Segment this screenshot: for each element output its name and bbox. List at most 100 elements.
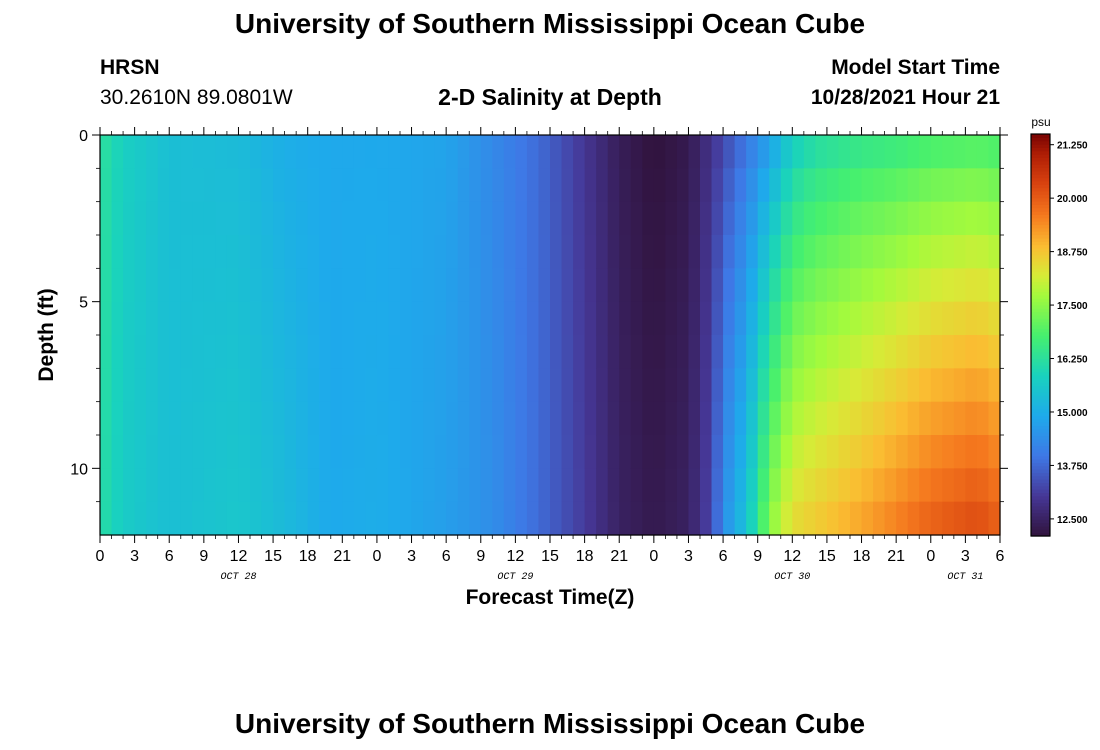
heatmap-cell bbox=[838, 168, 851, 203]
colorbar-segment bbox=[1031, 190, 1050, 195]
heatmap-cell bbox=[884, 368, 897, 403]
heatmap-cell bbox=[273, 435, 286, 469]
heatmap-cell bbox=[619, 268, 632, 303]
heatmap-cell bbox=[850, 301, 863, 336]
y-tick-label: 5 bbox=[79, 295, 88, 312]
heatmap-cell bbox=[480, 135, 493, 169]
colorbar-segment bbox=[1031, 435, 1050, 440]
heatmap-cell bbox=[792, 401, 805, 436]
heatmap-cell bbox=[873, 235, 886, 269]
heatmap-cell bbox=[561, 501, 574, 536]
heatmap-cell bbox=[423, 168, 436, 203]
heatmap-cell bbox=[469, 268, 482, 303]
heatmap-cell bbox=[988, 435, 1001, 469]
heatmap-cell bbox=[330, 335, 343, 369]
heatmap-cell bbox=[123, 501, 136, 536]
heatmap-cell bbox=[192, 401, 205, 436]
heatmap-cell bbox=[550, 268, 563, 303]
heatmap-cell bbox=[665, 501, 678, 536]
heatmap-cell bbox=[815, 135, 828, 169]
heatmap-cell bbox=[226, 201, 240, 236]
heatmap-cell bbox=[930, 268, 943, 303]
colorbar-segment bbox=[1031, 294, 1050, 299]
heatmap-cell bbox=[873, 368, 886, 403]
heatmap-cell bbox=[526, 335, 540, 369]
y-tick-label: 10 bbox=[70, 461, 88, 478]
heatmap-cell bbox=[319, 401, 332, 436]
colorbar-segment bbox=[1031, 160, 1050, 165]
heatmap-cell bbox=[261, 168, 274, 203]
heatmap-cell bbox=[688, 335, 701, 369]
heatmap-cell bbox=[861, 235, 874, 269]
heatmap-cell bbox=[561, 468, 574, 503]
heatmap-cell bbox=[723, 301, 736, 336]
colorbar-segment bbox=[1031, 445, 1050, 450]
colorbar-segment bbox=[1031, 321, 1050, 326]
heatmap-cell bbox=[538, 368, 551, 403]
heatmap-cell bbox=[261, 368, 274, 403]
colorbar-segment bbox=[1031, 348, 1050, 353]
heatmap-cell bbox=[123, 468, 136, 503]
heatmap-cell bbox=[203, 168, 216, 203]
colorbar-tick-label: 17.500 bbox=[1057, 301, 1088, 312]
heatmap-cell bbox=[653, 135, 666, 169]
heatmap-cell bbox=[815, 501, 828, 536]
heatmap-cell bbox=[492, 468, 505, 503]
heatmap-cell bbox=[734, 401, 747, 436]
heatmap-cell bbox=[480, 368, 493, 403]
heatmap-cell bbox=[111, 435, 124, 469]
heatmap-cell bbox=[653, 268, 666, 303]
heatmap-cell bbox=[850, 268, 863, 303]
heatmap-cell bbox=[619, 468, 632, 503]
heatmap-cell bbox=[192, 501, 205, 536]
heatmap-cell bbox=[146, 201, 159, 236]
heatmap-cell bbox=[411, 435, 424, 469]
heatmap-cell bbox=[503, 235, 516, 269]
heatmap-cell bbox=[261, 135, 274, 169]
heatmap-cell bbox=[203, 435, 216, 469]
colorbar-segment bbox=[1031, 465, 1050, 470]
heatmap-cell bbox=[665, 468, 678, 503]
heatmap-cell bbox=[261, 468, 274, 503]
heatmap-cell bbox=[757, 468, 770, 503]
heatmap-cell bbox=[284, 401, 297, 436]
heatmap-cell bbox=[526, 468, 540, 503]
heatmap-cell bbox=[134, 468, 147, 503]
heatmap-cell bbox=[734, 168, 747, 203]
heatmap-cell bbox=[353, 401, 366, 436]
heatmap-cell bbox=[353, 268, 366, 303]
heatmap-cell bbox=[342, 501, 355, 536]
heatmap-cell bbox=[884, 201, 897, 236]
heatmap-cell bbox=[700, 135, 713, 169]
heatmap-cell bbox=[826, 268, 840, 303]
heatmap-cell bbox=[457, 135, 470, 169]
colorbar-segment bbox=[1031, 217, 1050, 222]
heatmap-cell bbox=[353, 335, 366, 369]
heatmap-cell bbox=[942, 201, 955, 236]
heatmap-cell bbox=[261, 335, 274, 369]
heatmap-cell bbox=[169, 268, 182, 303]
heatmap-cell bbox=[953, 135, 966, 169]
heatmap-cell bbox=[111, 401, 124, 436]
heatmap-cell bbox=[146, 435, 159, 469]
heatmap-cell bbox=[850, 368, 863, 403]
heatmap-cell bbox=[619, 435, 632, 469]
heatmap-cell bbox=[457, 168, 470, 203]
colorbar-segment bbox=[1031, 241, 1050, 246]
heatmap-cell bbox=[330, 235, 343, 269]
heatmap-cell bbox=[480, 201, 493, 236]
heatmap-cell bbox=[515, 368, 528, 403]
heatmap-cell bbox=[446, 201, 459, 236]
heatmap-cell bbox=[826, 501, 840, 536]
heatmap-cell bbox=[330, 268, 343, 303]
heatmap-cell bbox=[157, 268, 170, 303]
heatmap-cell bbox=[919, 401, 932, 436]
heatmap-cell bbox=[273, 468, 286, 503]
heatmap-cell bbox=[734, 301, 747, 336]
heatmap-cell bbox=[400, 235, 413, 269]
heatmap-cell bbox=[607, 235, 620, 269]
heatmap-cell bbox=[573, 368, 586, 403]
heatmap-cell bbox=[226, 401, 240, 436]
heatmap-cell bbox=[757, 368, 770, 403]
heatmap-cell bbox=[319, 368, 332, 403]
